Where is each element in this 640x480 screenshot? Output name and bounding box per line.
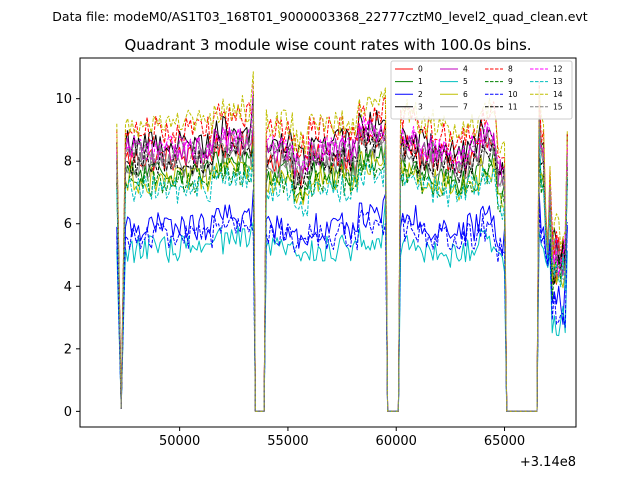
series-line-1 — [116, 139, 568, 412]
series-layer — [116, 71, 568, 412]
y-axis: 0 2 4 6 8 10 — [55, 92, 80, 420]
chart-title: Quadrant 3 module wise count rates with … — [124, 36, 531, 54]
legend-entry-label: 9 — [508, 77, 513, 86]
legend-entry-label: 3 — [418, 102, 423, 111]
x-offset-label: +3.14e8 — [520, 455, 576, 470]
legend-entry-label: 1 — [418, 77, 423, 86]
legend-entry-label: 2 — [418, 90, 423, 99]
series-line-12 — [116, 81, 568, 412]
legend-box — [390, 60, 573, 120]
series-line-6 — [116, 142, 568, 412]
series-line-13 — [116, 130, 568, 412]
series-line-9 — [116, 152, 568, 412]
x-tick-label: 60000 — [376, 434, 417, 449]
series-line-2 — [116, 189, 568, 412]
series-line-10 — [116, 208, 568, 412]
legend-entry-label: 12 — [553, 65, 563, 74]
x-tick-label: 50000 — [159, 434, 200, 449]
legend-entry-label: 5 — [463, 77, 468, 86]
series-line-5 — [116, 200, 568, 412]
y-tick-label: 6 — [64, 217, 72, 232]
y-tick-label: 0 — [64, 405, 72, 420]
legend-entry-label: 13 — [553, 77, 563, 86]
legend-entry-label: 10 — [508, 90, 518, 99]
y-tick-label: 2 — [64, 342, 72, 357]
legend-entry-label: 14 — [553, 90, 563, 99]
y-tick-label: 4 — [64, 280, 72, 295]
x-tick-label: 55000 — [267, 434, 308, 449]
data-file-label: Data file: modeM0/AS1T03_168T01_90000033… — [52, 9, 587, 24]
y-tick-label: 10 — [55, 92, 72, 107]
legend-entry-label: 15 — [553, 102, 563, 111]
legend-entry-label: 8 — [508, 65, 513, 74]
plot-frame — [79, 57, 577, 428]
legend-entry-label: 6 — [463, 90, 468, 99]
y-tick-label: 8 — [64, 155, 72, 170]
legend-entry-label: 7 — [463, 102, 468, 111]
x-tick-label: 65000 — [484, 434, 525, 449]
x-axis: 50000 55000 60000 65000 — [159, 427, 525, 449]
series-line-15 — [116, 97, 568, 412]
series-line-11 — [116, 129, 568, 412]
series-line-4 — [116, 119, 568, 412]
legend-entry-label: 0 — [418, 65, 423, 74]
legend-entry-label: 4 — [463, 65, 468, 74]
legend-entry-label: 11 — [508, 102, 518, 111]
